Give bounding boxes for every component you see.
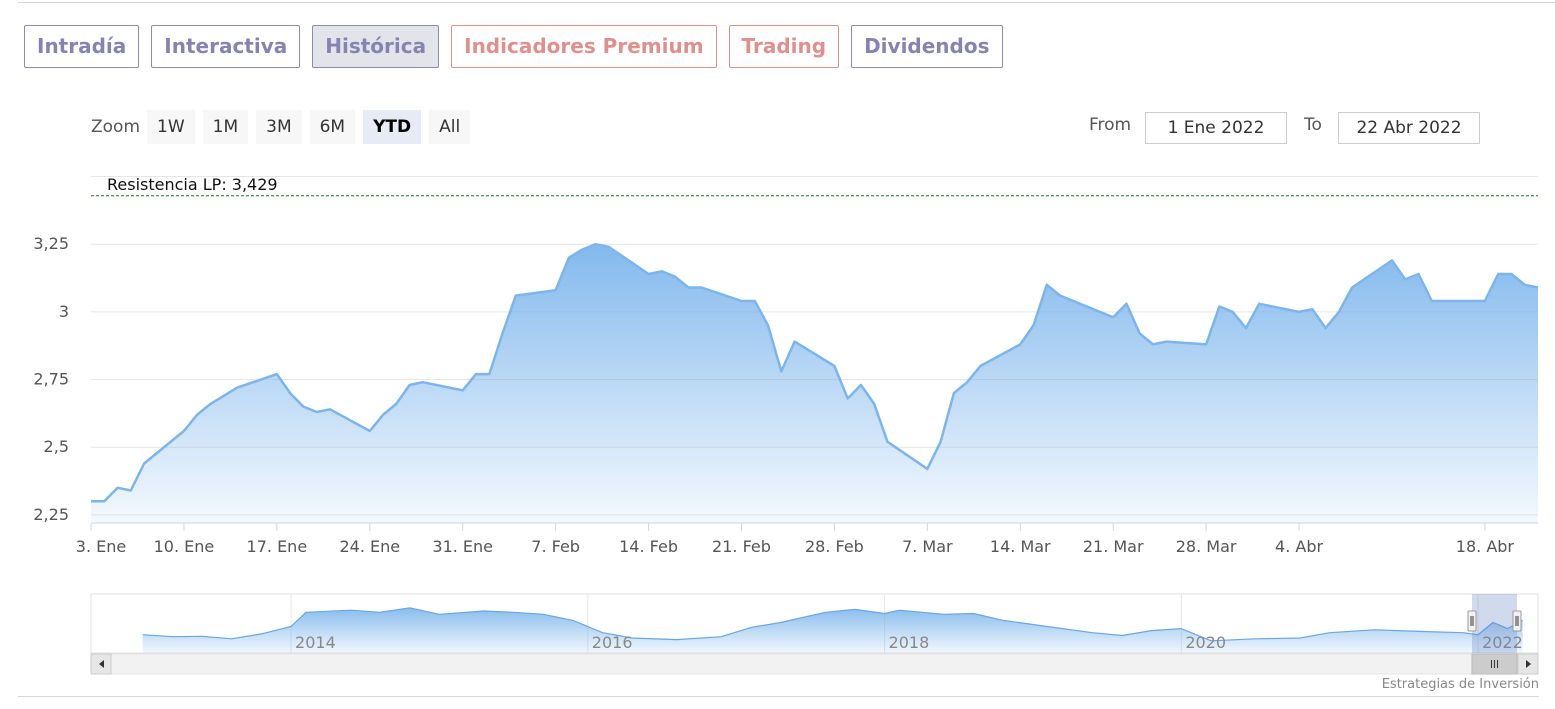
bottom-divider xyxy=(18,696,1539,697)
handle-body[interactable] xyxy=(1467,610,1477,632)
scroll-left-arrow-icon xyxy=(99,660,104,668)
price-line xyxy=(91,242,1539,503)
x-tick-label: 4. Abr xyxy=(1275,537,1323,556)
x-tick-label: 28. Mar xyxy=(1176,537,1237,556)
navigator-year-label: 2020 xyxy=(1185,633,1226,652)
x-tick-label: 21. Mar xyxy=(1083,537,1144,556)
y-tick-label: 3 xyxy=(59,302,69,321)
x-tick-label: 14. Mar xyxy=(990,537,1051,556)
navigator-area xyxy=(142,607,1523,653)
y-tick-label: 2,25 xyxy=(33,505,69,524)
scroll-right-arrow-icon xyxy=(1526,660,1531,668)
y-tick-label: 3,25 xyxy=(33,234,69,253)
tab-historica[interactable]: Histórica xyxy=(312,25,440,68)
x-tick-label: 21. Feb xyxy=(712,537,771,556)
x-tick-label: 7. Feb xyxy=(531,537,580,556)
zoom-ytd-button[interactable]: YTD xyxy=(363,110,422,144)
y-axis: 2,25 2,5 2,75 3 3,25 xyxy=(33,234,69,524)
top-divider xyxy=(18,2,1555,3)
x-tick-label: 3. Ene xyxy=(76,537,126,556)
x-tick-label: 31. Ene xyxy=(432,537,493,556)
navigator-year-label: 2018 xyxy=(889,633,930,652)
zoom-3m-button[interactable]: 3M xyxy=(256,110,302,144)
zoom-all-button[interactable]: All xyxy=(429,110,471,144)
navigator[interactable]: 2014 2016 2018 2020 2022 xyxy=(90,593,1539,675)
tab-indicadores-premium[interactable]: Indicadores Premium xyxy=(451,25,717,68)
resistance-label: Resistencia LP: 3,429 xyxy=(107,175,278,194)
zoom-label: Zoom xyxy=(91,117,141,137)
x-tick-label: 28. Feb xyxy=(805,537,864,556)
navigator-year-label: 2014 xyxy=(295,633,336,652)
handle-body[interactable] xyxy=(1512,610,1522,632)
x-tick-label: 18. Abr xyxy=(1456,537,1515,556)
price-area xyxy=(91,244,1538,523)
navigator-selected-window[interactable] xyxy=(1472,594,1517,653)
tab-intradia[interactable]: Intradía xyxy=(24,25,140,68)
from-date-input[interactable]: 1 Ene 2022 xyxy=(1145,112,1287,144)
to-date-input[interactable]: 22 Abr 2022 xyxy=(1338,112,1480,144)
zoom-1m-button[interactable]: 1M xyxy=(202,110,249,144)
navigator-line xyxy=(142,607,1523,642)
x-tick-label: 17. Ene xyxy=(247,537,308,556)
zoom-6m-button[interactable]: 6M xyxy=(309,110,356,144)
scrollbar-track[interactable] xyxy=(90,653,1539,675)
from-label: From xyxy=(1089,115,1132,135)
x-tick-label: 7. Mar xyxy=(902,537,953,556)
resistance-line: Resistencia LP: 3,429 xyxy=(91,175,1538,197)
tab-interactiva[interactable]: Interactiva xyxy=(151,25,301,68)
y-tick-label: 2,5 xyxy=(44,437,69,456)
x-axis: 3. Ene 10. Ene 17. Ene 24. Ene 31. Ene 7. Feb… xyxy=(76,523,1515,556)
navigator-left-handle[interactable] xyxy=(1467,610,1477,632)
tab-dividendos[interactable]: Dividendos xyxy=(851,25,1003,68)
navigator-year-label: 2016 xyxy=(592,633,633,652)
navigator-right-handle[interactable] xyxy=(1512,610,1522,632)
zoom-1w-button[interactable]: 1W xyxy=(147,110,195,144)
navigator-year-label: 2022 xyxy=(1482,633,1523,652)
chart-type-tabs: Intradía Interactiva Histórica Indicador… xyxy=(24,25,1003,68)
price-series xyxy=(91,242,1539,523)
x-tick-label: 24. Ene xyxy=(339,537,400,556)
x-tick-label: 14. Feb xyxy=(619,537,678,556)
zoom-range-selector: Zoom 1W 1M 3M 6M YTD All xyxy=(91,110,478,144)
y-tick-label: 2,75 xyxy=(33,370,69,389)
to-label: To xyxy=(1304,115,1322,135)
x-tick-label: 10. Ene xyxy=(154,537,215,556)
tab-trading[interactable]: Trading xyxy=(728,25,840,68)
credits: Estrategias de Inversión xyxy=(1381,677,1539,692)
